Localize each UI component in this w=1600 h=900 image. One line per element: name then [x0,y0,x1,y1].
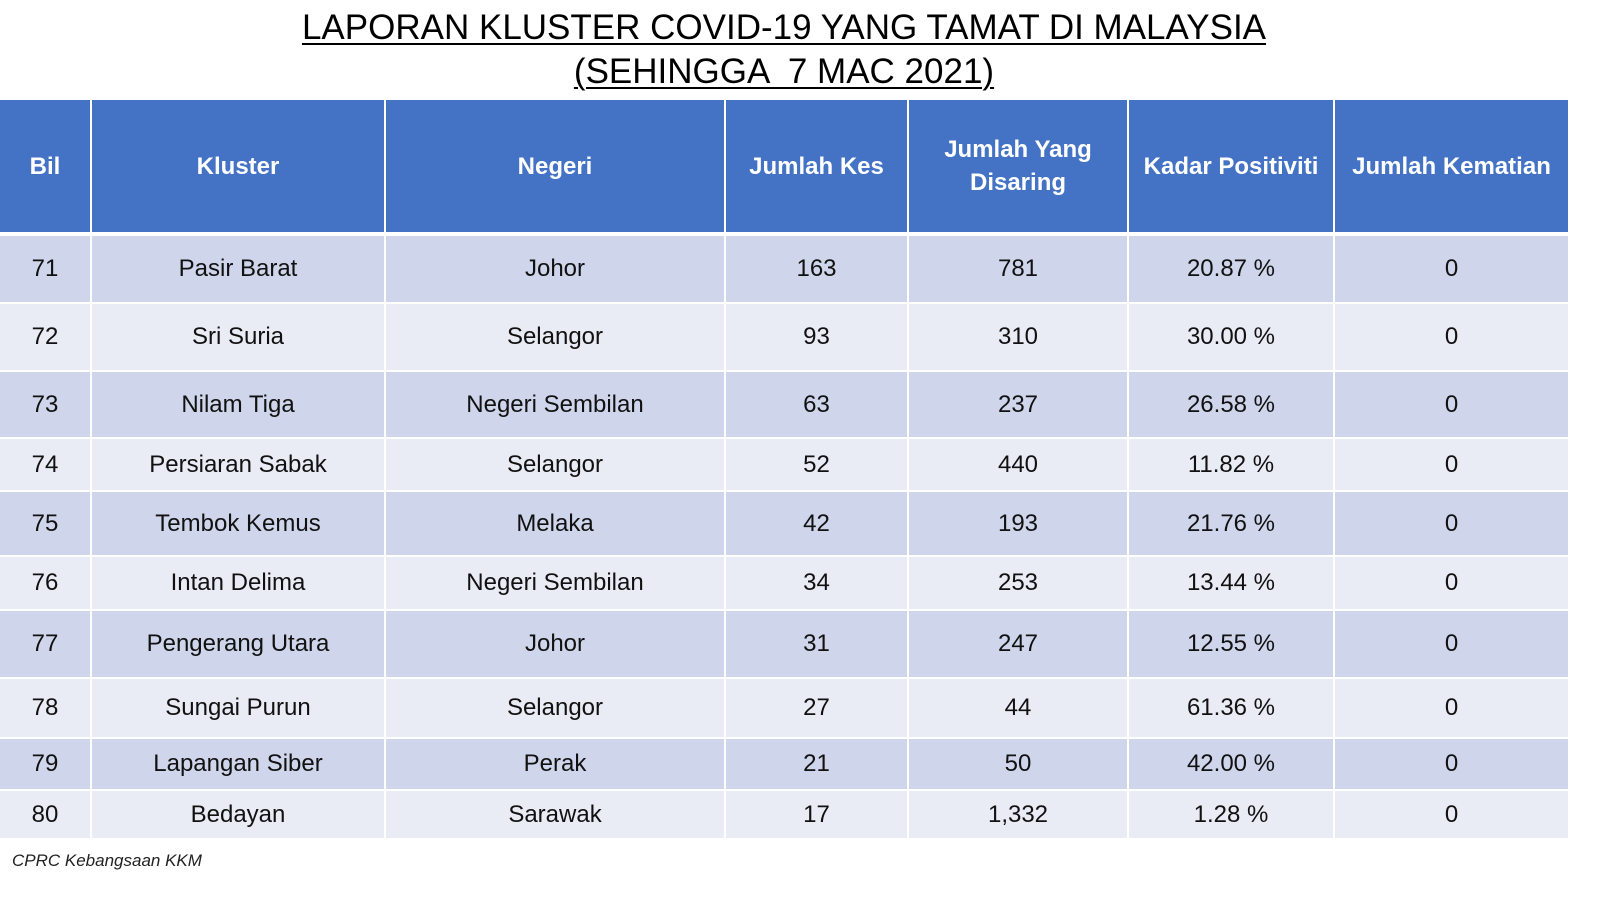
column-header-jumlah-kes: Jumlah Kes [726,100,909,236]
cell-kluster: Intan Delima [92,557,386,611]
cell-negeri: Perak [386,739,726,791]
cell-kadar-positiviti: 20.87 % [1129,236,1335,304]
column-header-kadar-positiviti: Kadar Positiviti [1129,100,1335,236]
cell-jumlah-kes: 21 [726,739,909,791]
cell-jumlah-kematian: 0 [1335,791,1568,840]
cell-negeri: Johor [386,236,726,304]
cell-jumlah-disaring: 237 [909,372,1129,439]
cell-kadar-positiviti: 26.58 % [1129,372,1335,439]
cell-bil: 79 [0,739,92,791]
column-header-jumlah-kematian: Jumlah Kematian [1335,100,1568,236]
cell-jumlah-kematian: 0 [1335,304,1568,372]
cell-jumlah-disaring: 781 [909,236,1129,304]
cell-kadar-positiviti: 30.00 % [1129,304,1335,372]
cell-jumlah-kes: 34 [726,557,909,611]
cell-kluster: Tembok Kemus [92,492,386,557]
cell-bil: 74 [0,439,92,492]
cell-jumlah-kematian: 0 [1335,236,1568,304]
cell-jumlah-disaring: 253 [909,557,1129,611]
cell-jumlah-kes: 27 [726,679,909,739]
cell-kluster: Pasir Barat [92,236,386,304]
cell-kadar-positiviti: 12.55 % [1129,611,1335,679]
cell-jumlah-disaring: 247 [909,611,1129,679]
cell-negeri: Selangor [386,439,726,492]
cell-negeri: Negeri Sembilan [386,557,726,611]
cell-kluster: Bedayan [92,791,386,840]
cell-negeri: Selangor [386,679,726,739]
cell-kadar-positiviti: 11.82 % [1129,439,1335,492]
table-row: 76 Intan Delima Negeri Sembilan 34 253 1… [0,557,1568,611]
cell-negeri: Johor [386,611,726,679]
cell-jumlah-kes: 163 [726,236,909,304]
cell-bil: 76 [0,557,92,611]
cell-jumlah-disaring: 44 [909,679,1129,739]
cell-jumlah-kes: 42 [726,492,909,557]
cell-jumlah-kematian: 0 [1335,439,1568,492]
cell-kluster: Pengerang Utara [92,611,386,679]
cell-bil: 78 [0,679,92,739]
cell-kluster: Lapangan Siber [92,739,386,791]
cell-jumlah-kes: 52 [726,439,909,492]
cell-kluster: Persiaran Sabak [92,439,386,492]
cell-jumlah-disaring: 440 [909,439,1129,492]
source-note: CPRC Kebangsaan KKM [12,851,202,870]
cell-jumlah-kes: 63 [726,372,909,439]
cell-kluster: Nilam Tiga [92,372,386,439]
table-row: 72 Sri Suria Selangor 93 310 30.00 % 0 [0,304,1568,372]
cell-jumlah-kematian: 0 [1335,372,1568,439]
table-row: 77 Pengerang Utara Johor 31 247 12.55 % … [0,611,1568,679]
cell-bil: 73 [0,372,92,439]
cell-bil: 71 [0,236,92,304]
cell-kadar-positiviti: 13.44 % [1129,557,1335,611]
table-header-row: Bil Kluster Negeri Jumlah Kes Jumlah Yan… [0,100,1568,236]
report-title: LAPORAN KLUSTER COVID-19 YANG TAMAT DI M… [0,6,1568,94]
table-row: 78 Sungai Purun Selangor 27 44 61.36 % 0 [0,679,1568,739]
cell-negeri: Negeri Sembilan [386,372,726,439]
cell-bil: 80 [0,791,92,840]
cell-jumlah-disaring: 1,332 [909,791,1129,840]
cell-kluster: Sungai Purun [92,679,386,739]
cell-jumlah-kes: 31 [726,611,909,679]
cell-negeri: Selangor [386,304,726,372]
cell-jumlah-disaring: 50 [909,739,1129,791]
cell-negeri: Sarawak [386,791,726,840]
column-header-negeri: Negeri [386,100,726,236]
column-header-bil: Bil [0,100,92,236]
cell-bil: 75 [0,492,92,557]
title-line-2: (SEHINGGA 7 MAC 2021) [573,52,995,91]
cell-jumlah-kematian: 0 [1335,557,1568,611]
cell-jumlah-kes: 17 [726,791,909,840]
cell-kadar-positiviti: 21.76 % [1129,492,1335,557]
title-line-1: LAPORAN KLUSTER COVID-19 YANG TAMAT DI M… [301,8,1267,47]
table-row: 74 Persiaran Sabak Selangor 52 440 11.82… [0,439,1568,492]
column-header-jumlah-disaring: Jumlah Yang Disaring [909,100,1129,236]
cell-kadar-positiviti: 42.00 % [1129,739,1335,791]
cell-kluster: Sri Suria [92,304,386,372]
column-header-kluster: Kluster [92,100,386,236]
cell-negeri: Melaka [386,492,726,557]
cell-kadar-positiviti: 1.28 % [1129,791,1335,840]
cell-jumlah-kematian: 0 [1335,739,1568,791]
cell-jumlah-disaring: 310 [909,304,1129,372]
cluster-table: Bil Kluster Negeri Jumlah Kes Jumlah Yan… [0,100,1568,840]
table-row: 75 Tembok Kemus Melaka 42 193 21.76 % 0 [0,492,1568,557]
cell-kadar-positiviti: 61.36 % [1129,679,1335,739]
cell-jumlah-disaring: 193 [909,492,1129,557]
cell-jumlah-kematian: 0 [1335,679,1568,739]
cell-jumlah-kematian: 0 [1335,492,1568,557]
table-row: 71 Pasir Barat Johor 163 781 20.87 % 0 [0,236,1568,304]
cell-jumlah-kematian: 0 [1335,611,1568,679]
cell-bil: 77 [0,611,92,679]
table-row: 79 Lapangan Siber Perak 21 50 42.00 % 0 [0,739,1568,791]
cell-bil: 72 [0,304,92,372]
table-row: 80 Bedayan Sarawak 17 1,332 1.28 % 0 [0,791,1568,840]
table-row: 73 Nilam Tiga Negeri Sembilan 63 237 26.… [0,372,1568,439]
cell-jumlah-kes: 93 [726,304,909,372]
